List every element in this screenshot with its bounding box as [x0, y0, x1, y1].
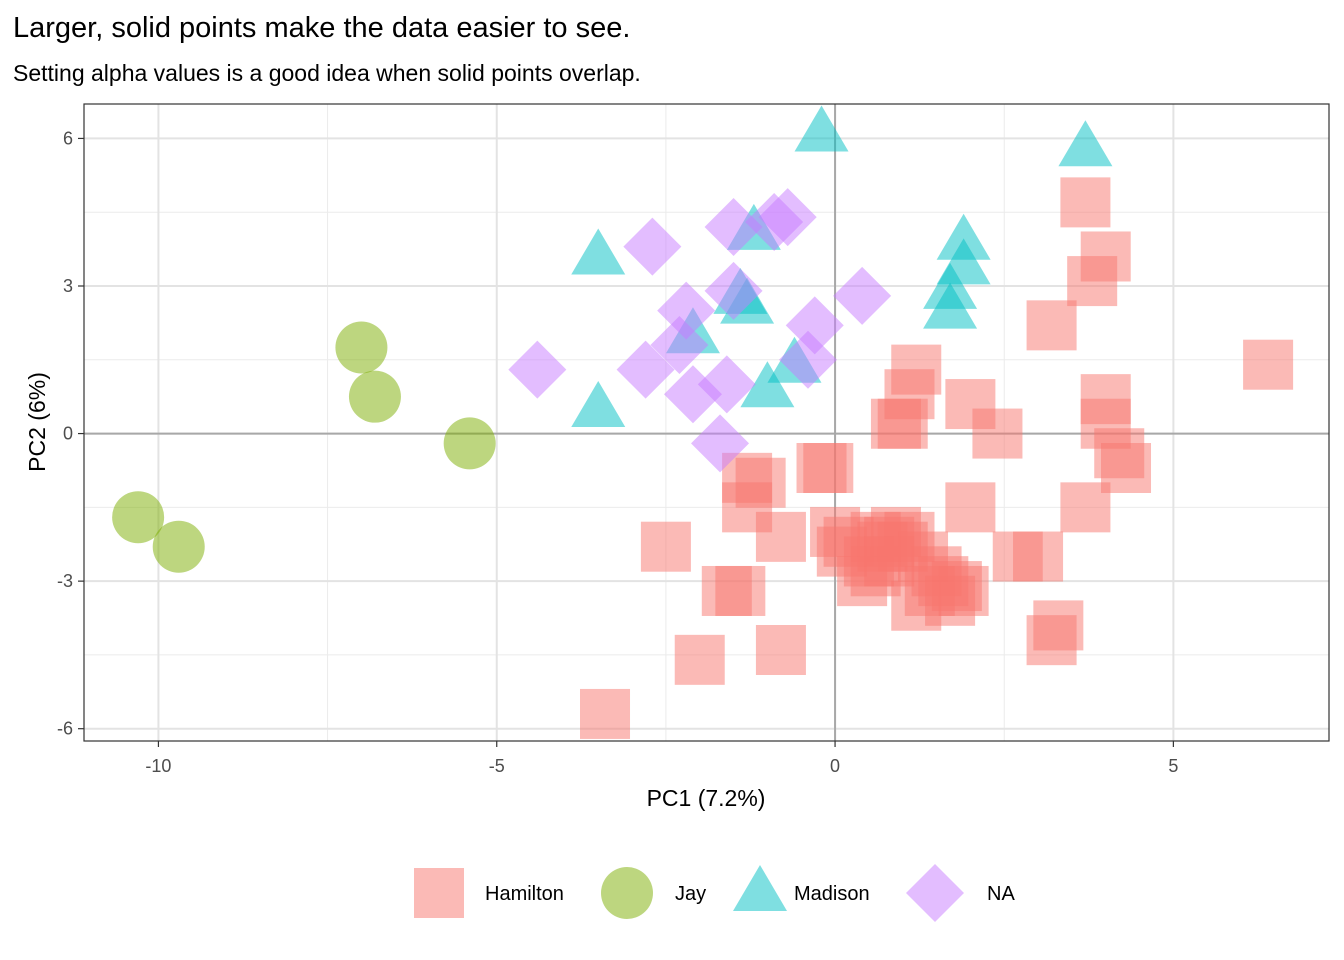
point-jay: [348, 370, 401, 423]
point-hamilton: [580, 688, 631, 739]
point-hamilton: [972, 408, 1023, 459]
y-tick-label: 0: [63, 424, 73, 444]
point-jay: [152, 520, 205, 573]
point-madison: [936, 213, 991, 260]
legend-label-jay: Jay: [675, 883, 706, 905]
point-madison: [571, 228, 626, 275]
point-madison: [794, 105, 849, 152]
point-hamilton: [1013, 531, 1064, 582]
legend-key-hamilton: [414, 868, 464, 918]
y-axis-ticks: -6 -3 0 3 6: [57, 128, 84, 739]
point-na: [663, 365, 722, 424]
point-na: [691, 414, 750, 473]
x-tick-label: 5: [1168, 756, 1178, 776]
legend-label-hamilton: Hamilton: [485, 883, 564, 905]
y-tick-label: 6: [63, 128, 73, 148]
legend-label-na: NA: [987, 883, 1015, 905]
point-hamilton: [1060, 177, 1111, 228]
point-madison: [1058, 120, 1113, 167]
point-hamilton: [701, 565, 752, 616]
plot-panel-border: [83, 103, 1330, 742]
point-na: [778, 330, 837, 389]
x-tick-label: -5: [489, 756, 505, 776]
point-na: [508, 340, 567, 399]
y-tick-label: 3: [63, 276, 73, 296]
point-hamilton: [891, 580, 942, 631]
point-hamilton: [938, 565, 989, 616]
point-hamilton: [1243, 339, 1294, 390]
x-tick-label: 0: [830, 756, 840, 776]
point-hamilton: [1026, 615, 1077, 666]
point-na: [704, 197, 763, 256]
point-hamilton: [1060, 482, 1111, 533]
point-jay: [112, 491, 165, 544]
y-tick-label: -3: [57, 571, 73, 591]
point-hamilton: [755, 625, 806, 675]
point-hamilton: [1026, 300, 1077, 351]
x-axis-ticks: -10 -5 0 5: [145, 741, 1178, 776]
point-jay: [443, 417, 496, 470]
legend-key-madison: [733, 865, 787, 911]
chart-subtitle: Setting alpha values is a good idea when…: [13, 60, 641, 86]
legend-key-jay: [601, 867, 653, 919]
point-na: [623, 217, 682, 276]
point-hamilton: [1067, 256, 1118, 307]
point-na: [704, 261, 763, 320]
y-tick-label: -6: [57, 719, 73, 739]
point-na: [758, 188, 817, 247]
point-hamilton: [945, 482, 996, 533]
legend-label-madison: Madison: [794, 883, 870, 905]
point-na: [616, 340, 675, 399]
point-madison: [571, 380, 626, 427]
point-jay: [335, 321, 388, 374]
data-points: [112, 105, 1294, 739]
point-hamilton: [877, 398, 928, 449]
legend-key-na: [906, 864, 964, 922]
point-madison: [740, 361, 795, 408]
legend: Hamilton Jay Madison NA: [414, 864, 1015, 922]
y-axis-title: PC2 (6%): [24, 372, 50, 472]
point-hamilton: [755, 511, 806, 562]
point-hamilton: [674, 634, 725, 685]
chart-title: Larger, solid points make the data easie…: [13, 12, 631, 44]
x-tick-label: -10: [145, 756, 171, 776]
point-na: [833, 266, 892, 325]
point-hamilton: [843, 536, 894, 587]
point-madison: [923, 282, 978, 329]
point-hamilton: [640, 521, 691, 572]
point-na: [650, 316, 709, 375]
point-hamilton: [803, 443, 854, 493]
x-axis-title: PC1 (7.2%): [647, 785, 766, 811]
